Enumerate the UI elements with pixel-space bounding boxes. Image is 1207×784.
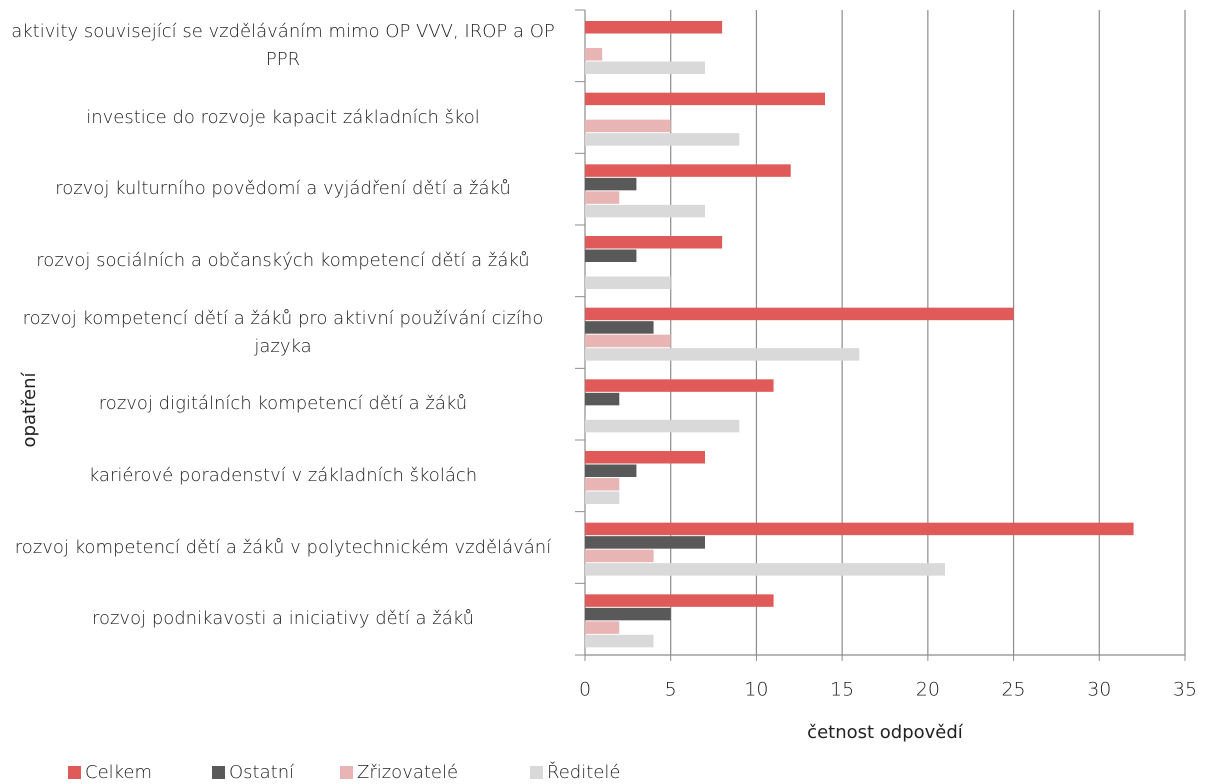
bar	[585, 621, 620, 634]
legend-swatch	[340, 766, 353, 779]
y-tick-label: rozvoj kompetencí dětí a žáků pro aktivn…	[22, 307, 544, 357]
x-tick-label: 5	[665, 679, 677, 701]
x-tick-label: 25	[1001, 679, 1025, 701]
legend-label: Zřizovatelé	[357, 762, 458, 783]
x-tick-label: 35	[1173, 679, 1197, 701]
y-tick-label: kariérové poradenství v základních školá…	[88, 464, 478, 486]
legend-label: Ostatní	[229, 762, 294, 783]
bar	[585, 478, 620, 491]
bar	[585, 536, 705, 549]
bar	[585, 594, 774, 607]
x-tick-label: 30	[1087, 679, 1111, 701]
bar	[585, 307, 1014, 321]
x-tick-label: 15	[830, 679, 854, 701]
bar	[585, 451, 705, 464]
legend-label: Celkem	[85, 762, 152, 783]
y-tick-label: rozvoj podnikavosti a iniciativy dětí a …	[91, 608, 475, 630]
bar	[585, 276, 671, 289]
bar	[585, 522, 1134, 536]
y-tick-label: rozvoj sociálních a občanských kompetenc…	[36, 249, 530, 271]
bar	[585, 334, 671, 348]
y-tick-label: rozvoj kompetencí dětí a žáků v polytech…	[14, 536, 552, 558]
bar	[585, 464, 637, 477]
bar	[585, 177, 637, 191]
bar	[585, 348, 860, 361]
legend-swatch	[212, 766, 225, 779]
x-tick-label: 10	[744, 679, 768, 701]
bar	[585, 321, 654, 334]
bar	[585, 21, 723, 34]
bar	[585, 392, 620, 406]
bar	[585, 204, 705, 218]
bar	[585, 92, 825, 106]
y-tick-label: rozvoj kulturního povědomí a vyjádření d…	[55, 178, 511, 200]
bar	[585, 379, 774, 392]
bar	[585, 607, 671, 621]
bar	[585, 133, 740, 146]
bar	[585, 549, 654, 563]
x-tick-label: 20	[916, 679, 940, 701]
bar	[585, 249, 637, 262]
legend-swatch	[530, 766, 543, 779]
bar	[585, 236, 723, 249]
bar	[585, 61, 705, 74]
x-tick-label: 0	[579, 679, 591, 701]
y-tick-label: rozvoj digitálních kompetencí dětí a žák…	[98, 393, 468, 415]
bar	[585, 491, 620, 504]
bar	[585, 419, 740, 433]
bar	[585, 119, 671, 133]
bar	[585, 634, 654, 648]
bar	[585, 563, 945, 576]
legend-label: Ředitelé	[547, 761, 620, 783]
y-axis-title: opatření	[19, 371, 40, 447]
y-tick-label: aktivity související se vzděláváním mimo…	[11, 20, 555, 70]
bar	[585, 191, 620, 204]
bar	[585, 164, 791, 177]
x-axis-title: četnost odpovědí	[807, 722, 964, 743]
legend-swatch	[68, 766, 81, 779]
bar	[585, 48, 603, 61]
y-tick-label: investice do rozvoje kapacit základních …	[86, 106, 480, 128]
